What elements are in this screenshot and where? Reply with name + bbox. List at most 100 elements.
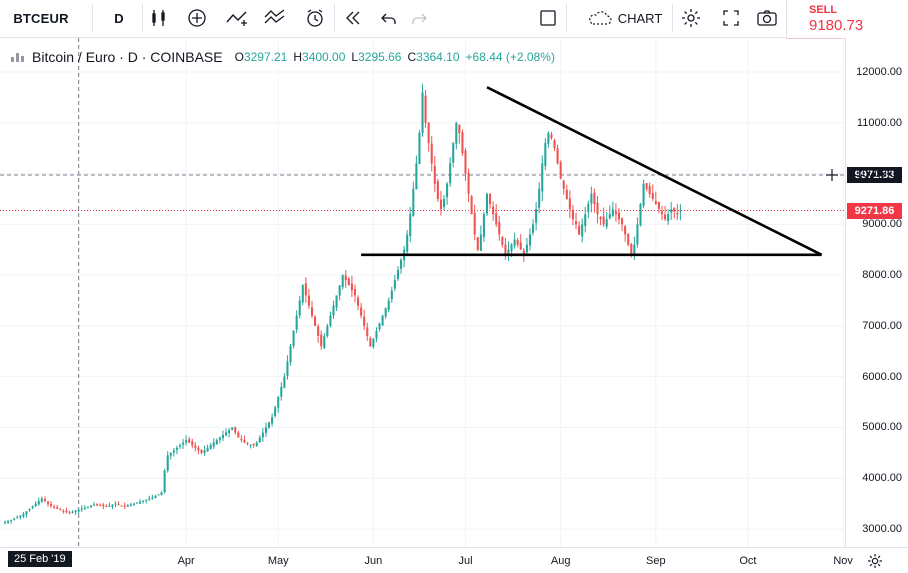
candle-body: [513, 239, 516, 246]
compare-icon[interactable]: [220, 0, 254, 36]
candle-body: [114, 503, 117, 505]
candle-body: [519, 242, 522, 250]
candle-body: [470, 196, 473, 215]
candle-body: [175, 447, 178, 450]
candle-body: [528, 234, 532, 246]
candle-body: [234, 427, 237, 433]
candle-body: [178, 445, 182, 447]
candle-body: [664, 214, 667, 220]
high-value: 3400.00: [302, 50, 346, 64]
candle-body: [516, 240, 519, 245]
candle-body: [62, 510, 65, 512]
camera-snapshot-icon[interactable]: [752, 0, 782, 36]
sell-button[interactable]: SELL 9180.73: [786, 0, 908, 39]
candle-body: [467, 172, 470, 194]
chart-settings-gear-icon[interactable]: [866, 552, 884, 570]
candle-body: [129, 504, 132, 507]
candle-body: [218, 437, 221, 440]
low-value: 3295.66: [358, 50, 402, 64]
candle-body: [439, 199, 442, 210]
candle-body: [215, 440, 218, 445]
candles-style-icon[interactable]: [144, 0, 174, 36]
candle-body: [280, 386, 283, 397]
candle-body: [679, 210, 682, 212]
candle-body: [246, 442, 249, 444]
candle-body: [200, 449, 203, 453]
candle-body: [344, 275, 347, 281]
price-chart-pane[interactable]: [0, 38, 845, 547]
candle-body: [148, 498, 151, 500]
candle-body: [430, 143, 433, 164]
candle-body: [283, 376, 286, 388]
candle-body: [476, 237, 479, 250]
candle-body: [102, 504, 105, 507]
time-tick-label: Apr: [177, 555, 195, 567]
symbol-title[interactable]: Bitcoin / Euro · D · COINBASE: [32, 49, 223, 65]
candle-body: [384, 308, 387, 317]
candle-body: [157, 494, 160, 496]
time-scale[interactable]: 25 Feb '19 Apr May Jun Jul Aug Sep Oct Nov: [0, 547, 908, 573]
candle-body: [507, 249, 510, 254]
candle-body: [154, 495, 157, 499]
candle-body: [639, 204, 642, 226]
candle-body: [375, 330, 378, 339]
time-tick-label: May: [267, 555, 289, 567]
symbol-search-button[interactable]: BTCEUR: [13, 10, 69, 26]
collapse-legend-icon[interactable]: [10, 51, 26, 63]
candle-body: [399, 259, 403, 269]
candle-body: [446, 183, 449, 198]
candle-body: [357, 297, 360, 306]
candle-body: [541, 163, 544, 192]
candle-body: [369, 338, 372, 347]
chart-layout-button[interactable]: CHART: [572, 0, 676, 36]
candle-body: [65, 510, 68, 513]
candle-body: [71, 511, 74, 513]
candle-body: [123, 505, 126, 507]
candle-body: [314, 316, 317, 326]
alert-clock-icon[interactable]: [300, 0, 330, 36]
candle-body: [550, 134, 553, 139]
fullscreen-expand-icon[interactable]: [716, 0, 746, 36]
candle-body: [504, 244, 507, 255]
candle-body: [89, 505, 92, 507]
candle-body: [225, 432, 228, 436]
templates-icon[interactable]: [258, 0, 292, 36]
candle-body: [651, 192, 654, 199]
redo-icon[interactable]: [404, 0, 434, 36]
candle-body: [624, 226, 627, 235]
candle-body: [350, 283, 353, 291]
candle-body: [636, 224, 639, 245]
undo-icon[interactable]: [374, 0, 404, 36]
price-scale[interactable]: 9971.33 9271.86 3000.00 4000.00 5000.00 600…: [845, 38, 908, 547]
candle-body: [596, 202, 599, 215]
candle-body: [559, 162, 562, 179]
crosshair-price-tag: 9971.33: [847, 167, 902, 183]
candle-body: [676, 212, 679, 215]
replay-icon[interactable]: [338, 0, 368, 36]
candle-body: [630, 244, 633, 255]
price-tick-label: 10000.00: [856, 167, 902, 180]
interval-button[interactable]: D: [114, 10, 124, 26]
candle-body: [185, 440, 188, 443]
settings-gear-icon[interactable]: [676, 0, 706, 36]
candle-body: [145, 499, 148, 501]
time-tick-label: Jul: [458, 555, 473, 567]
candle-body: [16, 517, 19, 519]
candle-body: [221, 435, 225, 439]
candle-body: [96, 503, 99, 506]
candle-body: [415, 163, 418, 190]
candle-body: [56, 507, 59, 509]
candle-body: [458, 124, 461, 133]
fullscreen-square-icon[interactable]: [534, 0, 562, 36]
indicators-icon[interactable]: [182, 0, 212, 36]
descending-trendline: [486, 86, 823, 256]
toolbar-divider: [142, 4, 143, 32]
toolbar-divider: [334, 4, 335, 32]
sell-label: SELL: [809, 4, 838, 16]
candle-body: [105, 505, 108, 507]
candle-body: [479, 234, 482, 251]
candle-body: [338, 285, 341, 296]
candle-body: [489, 194, 492, 205]
candle-body: [320, 334, 323, 347]
cursor-date-label: 25 Feb '19: [8, 551, 72, 567]
